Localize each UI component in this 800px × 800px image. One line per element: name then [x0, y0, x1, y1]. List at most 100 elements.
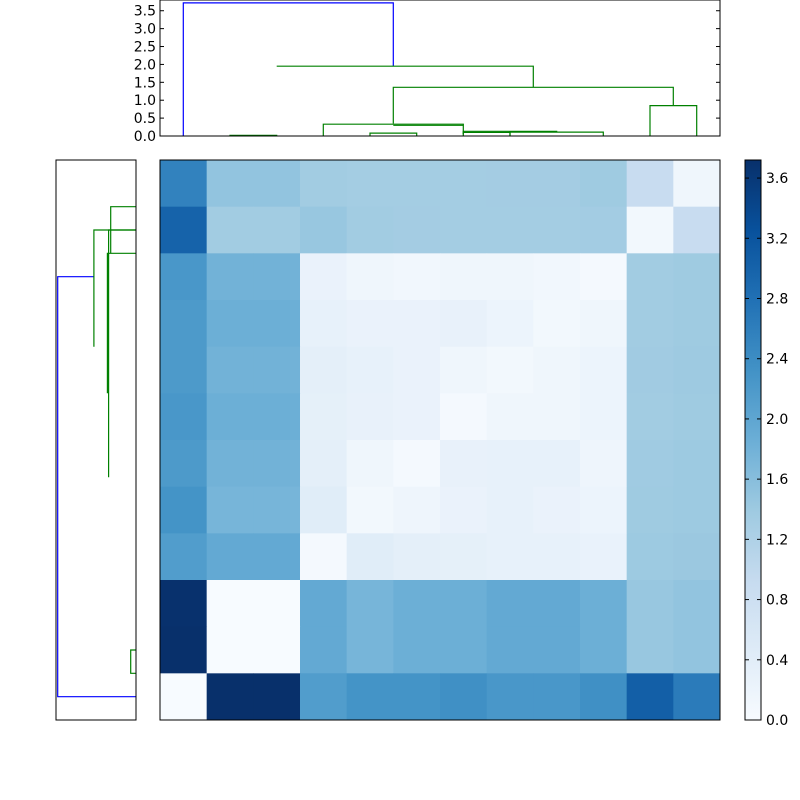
colorbar-tick-label: 2.4 [766, 352, 788, 368]
heatmap-cell-r3-c6 [440, 300, 488, 348]
heatmap-cell-r6-c0 [160, 440, 208, 488]
heatmap-cell-r2-c5 [393, 253, 441, 301]
heatmap-cell-r6-c6 [440, 440, 488, 488]
top-y-tick-label: 3.5 [134, 4, 156, 20]
heatmap-cell-r8-c0 [160, 533, 208, 581]
heatmap-cell-r5-c5 [393, 393, 441, 441]
heatmap-cell-r11-c11 [673, 673, 721, 721]
heatmap-cell-r2-c1 [206, 253, 254, 301]
heatmap-cell-r11-c1 [206, 673, 254, 721]
heatmap-cell-r0-c10 [626, 160, 674, 208]
heatmap-cell-r10-c6 [440, 626, 488, 674]
heatmap-cell-r5-c8 [533, 393, 581, 441]
heatmap-cell-r11-c8 [533, 673, 581, 721]
heatmap-cell-r11-c4 [346, 673, 394, 721]
heatmap-cell-r7-c9 [580, 486, 628, 534]
heatmap-cell-r5-c0 [160, 393, 208, 441]
heatmap-cell-r8-c9 [580, 533, 628, 581]
heatmap-cell-r7-c0 [160, 486, 208, 534]
heatmap-cell-r9-c4 [346, 580, 394, 628]
heatmap-cell-r4-c3 [300, 346, 348, 394]
colorbar-gradient [745, 160, 761, 720]
heatmap-cell-r0-c2 [253, 160, 301, 208]
heatmap-cell-r4-c1 [206, 346, 254, 394]
heatmap-cell-r10-c5 [393, 626, 441, 674]
heatmap-cell-r7-c5 [393, 486, 441, 534]
heatmap-cells [160, 160, 721, 721]
heatmap-cell-r7-c4 [346, 486, 394, 534]
heatmap-cell-r5-c9 [580, 393, 628, 441]
left-dendrogram-link-4 [110, 206, 136, 254]
colorbar-ticks: 0.0 0.4 0.8 1.2 1.6 2.0 2.4 2.8 3.2 3.6 [745, 171, 788, 729]
heatmap-cell-r7-c6 [440, 486, 488, 534]
heatmap-cell-r3-c4 [346, 300, 394, 348]
heatmap-cell-r11-c6 [440, 673, 488, 721]
heatmap-cell-r2-c3 [300, 253, 348, 301]
heatmap-cell-r7-c11 [673, 486, 721, 534]
heatmap-cell-r9-c2 [253, 580, 301, 628]
heatmap-cell-r10-c9 [580, 626, 628, 674]
heatmap-cell-r6-c1 [206, 440, 254, 488]
heatmap-cell-r7-c3 [300, 486, 348, 534]
heatmap-cell-r4-c7 [486, 346, 534, 394]
left-dendrogram-link-2 [107, 229, 136, 478]
heatmap-cell-r9-c11 [673, 580, 721, 628]
heatmap-cell-r5-c7 [486, 393, 534, 441]
heatmap-cell-r11-c0 [160, 673, 208, 721]
heatmap-cell-r2-c9 [580, 253, 628, 301]
heatmap-cell-r9-c9 [580, 580, 628, 628]
heatmap-cell-r0-c7 [486, 160, 534, 208]
top-y-tick-label: 2.5 [134, 40, 156, 56]
heatmap-cell-r1-c0 [160, 206, 208, 254]
colorbar-tick-label: 0.4 [766, 653, 788, 669]
heatmap-cell-r3-c0 [160, 300, 208, 348]
left-dendrogram-links [57, 206, 136, 698]
heatmap-cell-r5-c2 [253, 393, 301, 441]
heatmap-cell-r4-c0 [160, 346, 208, 394]
heatmap-cell-r2-c8 [533, 253, 581, 301]
heatmap-cell-r6-c3 [300, 440, 348, 488]
heatmap-cell-r11-c3 [300, 673, 348, 721]
heatmap-cell-r3-c10 [626, 300, 674, 348]
heatmap-cell-r8-c5 [393, 533, 441, 581]
top-y-tick-label: 1.0 [134, 93, 156, 109]
heatmap-cell-r10-c7 [486, 626, 534, 674]
heatmap-cell-r1-c8 [533, 206, 581, 254]
left-dendrogram-link-5 [130, 649, 136, 674]
heatmap [159, 159, 721, 721]
heatmap-cell-r0-c1 [206, 160, 254, 208]
heatmap-cell-r7-c2 [253, 486, 301, 534]
heatmap-cell-r11-c5 [393, 673, 441, 721]
heatmap-cell-r6-c5 [393, 440, 441, 488]
heatmap-cell-r2-c2 [253, 253, 301, 301]
top-dendrogram-link-4 [649, 104, 698, 136]
heatmap-cell-r2-c0 [160, 253, 208, 301]
heatmap-cell-r8-c8 [533, 533, 581, 581]
top-y-tick-label: 1.5 [134, 75, 156, 91]
heatmap-cell-r8-c3 [300, 533, 348, 581]
heatmap-cell-r3-c3 [300, 300, 348, 348]
heatmap-cell-r9-c3 [300, 580, 348, 628]
top-dendrogram-link-0 [182, 2, 394, 136]
heatmap-cell-r9-c1 [206, 580, 254, 628]
heatmap-cell-r5-c3 [300, 393, 348, 441]
colorbar-tick-label: 2.8 [766, 291, 788, 307]
heatmap-cell-r1-c3 [300, 206, 348, 254]
heatmap-cell-r2-c10 [626, 253, 674, 301]
heatmap-cell-r11-c7 [486, 673, 534, 721]
heatmap-cell-r1-c6 [440, 206, 488, 254]
heatmap-cell-r0-c0 [160, 160, 208, 208]
colorbar-tick-label: 1.2 [766, 532, 788, 548]
top-dendrogram-y-axis: 0.0 0.5 1.0 1.5 2.02.5 3.0 3.5 [134, 4, 720, 145]
heatmap-cell-r6-c2 [253, 440, 301, 488]
heatmap-cell-r5-c11 [673, 393, 721, 441]
heatmap-cell-r10-c11 [673, 626, 721, 674]
heatmap-cell-r4-c9 [580, 346, 628, 394]
colorbar-tick-label: 0.0 [766, 713, 788, 729]
colorbar-tick-label: 3.2 [766, 231, 788, 247]
top-dendrogram-frame [159, 0, 721, 137]
top-dendrogram: 0.0 0.5 1.0 1.5 2.02.5 3.0 3.5 [134, 0, 721, 145]
heatmap-cell-r1-c2 [253, 206, 301, 254]
heatmap-cell-r0-c6 [440, 160, 488, 208]
